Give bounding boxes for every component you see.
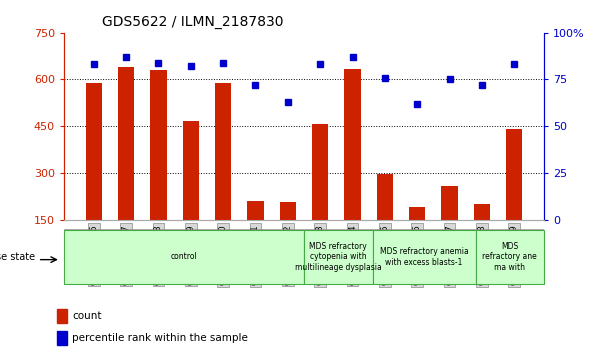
Text: MDS
refractory ane
ma with: MDS refractory ane ma with	[483, 242, 537, 272]
Text: GDS5622 / ILMN_2187830: GDS5622 / ILMN_2187830	[102, 15, 284, 29]
Bar	[57, 331, 67, 345]
Text: count: count	[72, 311, 102, 321]
Bar	[280, 203, 296, 266]
Bar	[312, 124, 328, 266]
Text: control: control	[171, 252, 197, 261]
FancyBboxPatch shape	[304, 230, 373, 284]
Text: MDS refractory
cytopenia with
multilineage dysplasia: MDS refractory cytopenia with multilinea…	[295, 242, 382, 272]
Bar	[409, 207, 425, 266]
Bar	[506, 129, 522, 266]
Bar	[150, 70, 167, 266]
Bar	[183, 121, 199, 266]
Bar	[441, 186, 458, 266]
Bar	[247, 201, 264, 266]
Bar	[377, 175, 393, 266]
Bar	[344, 69, 361, 266]
FancyBboxPatch shape	[475, 230, 544, 284]
Bar	[215, 82, 231, 266]
Text: MDS refractory anemia
with excess blasts-1: MDS refractory anemia with excess blasts…	[380, 247, 468, 266]
Text: percentile rank within the sample: percentile rank within the sample	[72, 333, 248, 343]
Bar	[86, 82, 102, 266]
Bar	[57, 309, 67, 322]
Bar	[118, 67, 134, 266]
Bar	[474, 204, 490, 266]
FancyBboxPatch shape	[64, 230, 304, 284]
Text: disease state: disease state	[0, 252, 35, 262]
FancyBboxPatch shape	[373, 230, 475, 284]
